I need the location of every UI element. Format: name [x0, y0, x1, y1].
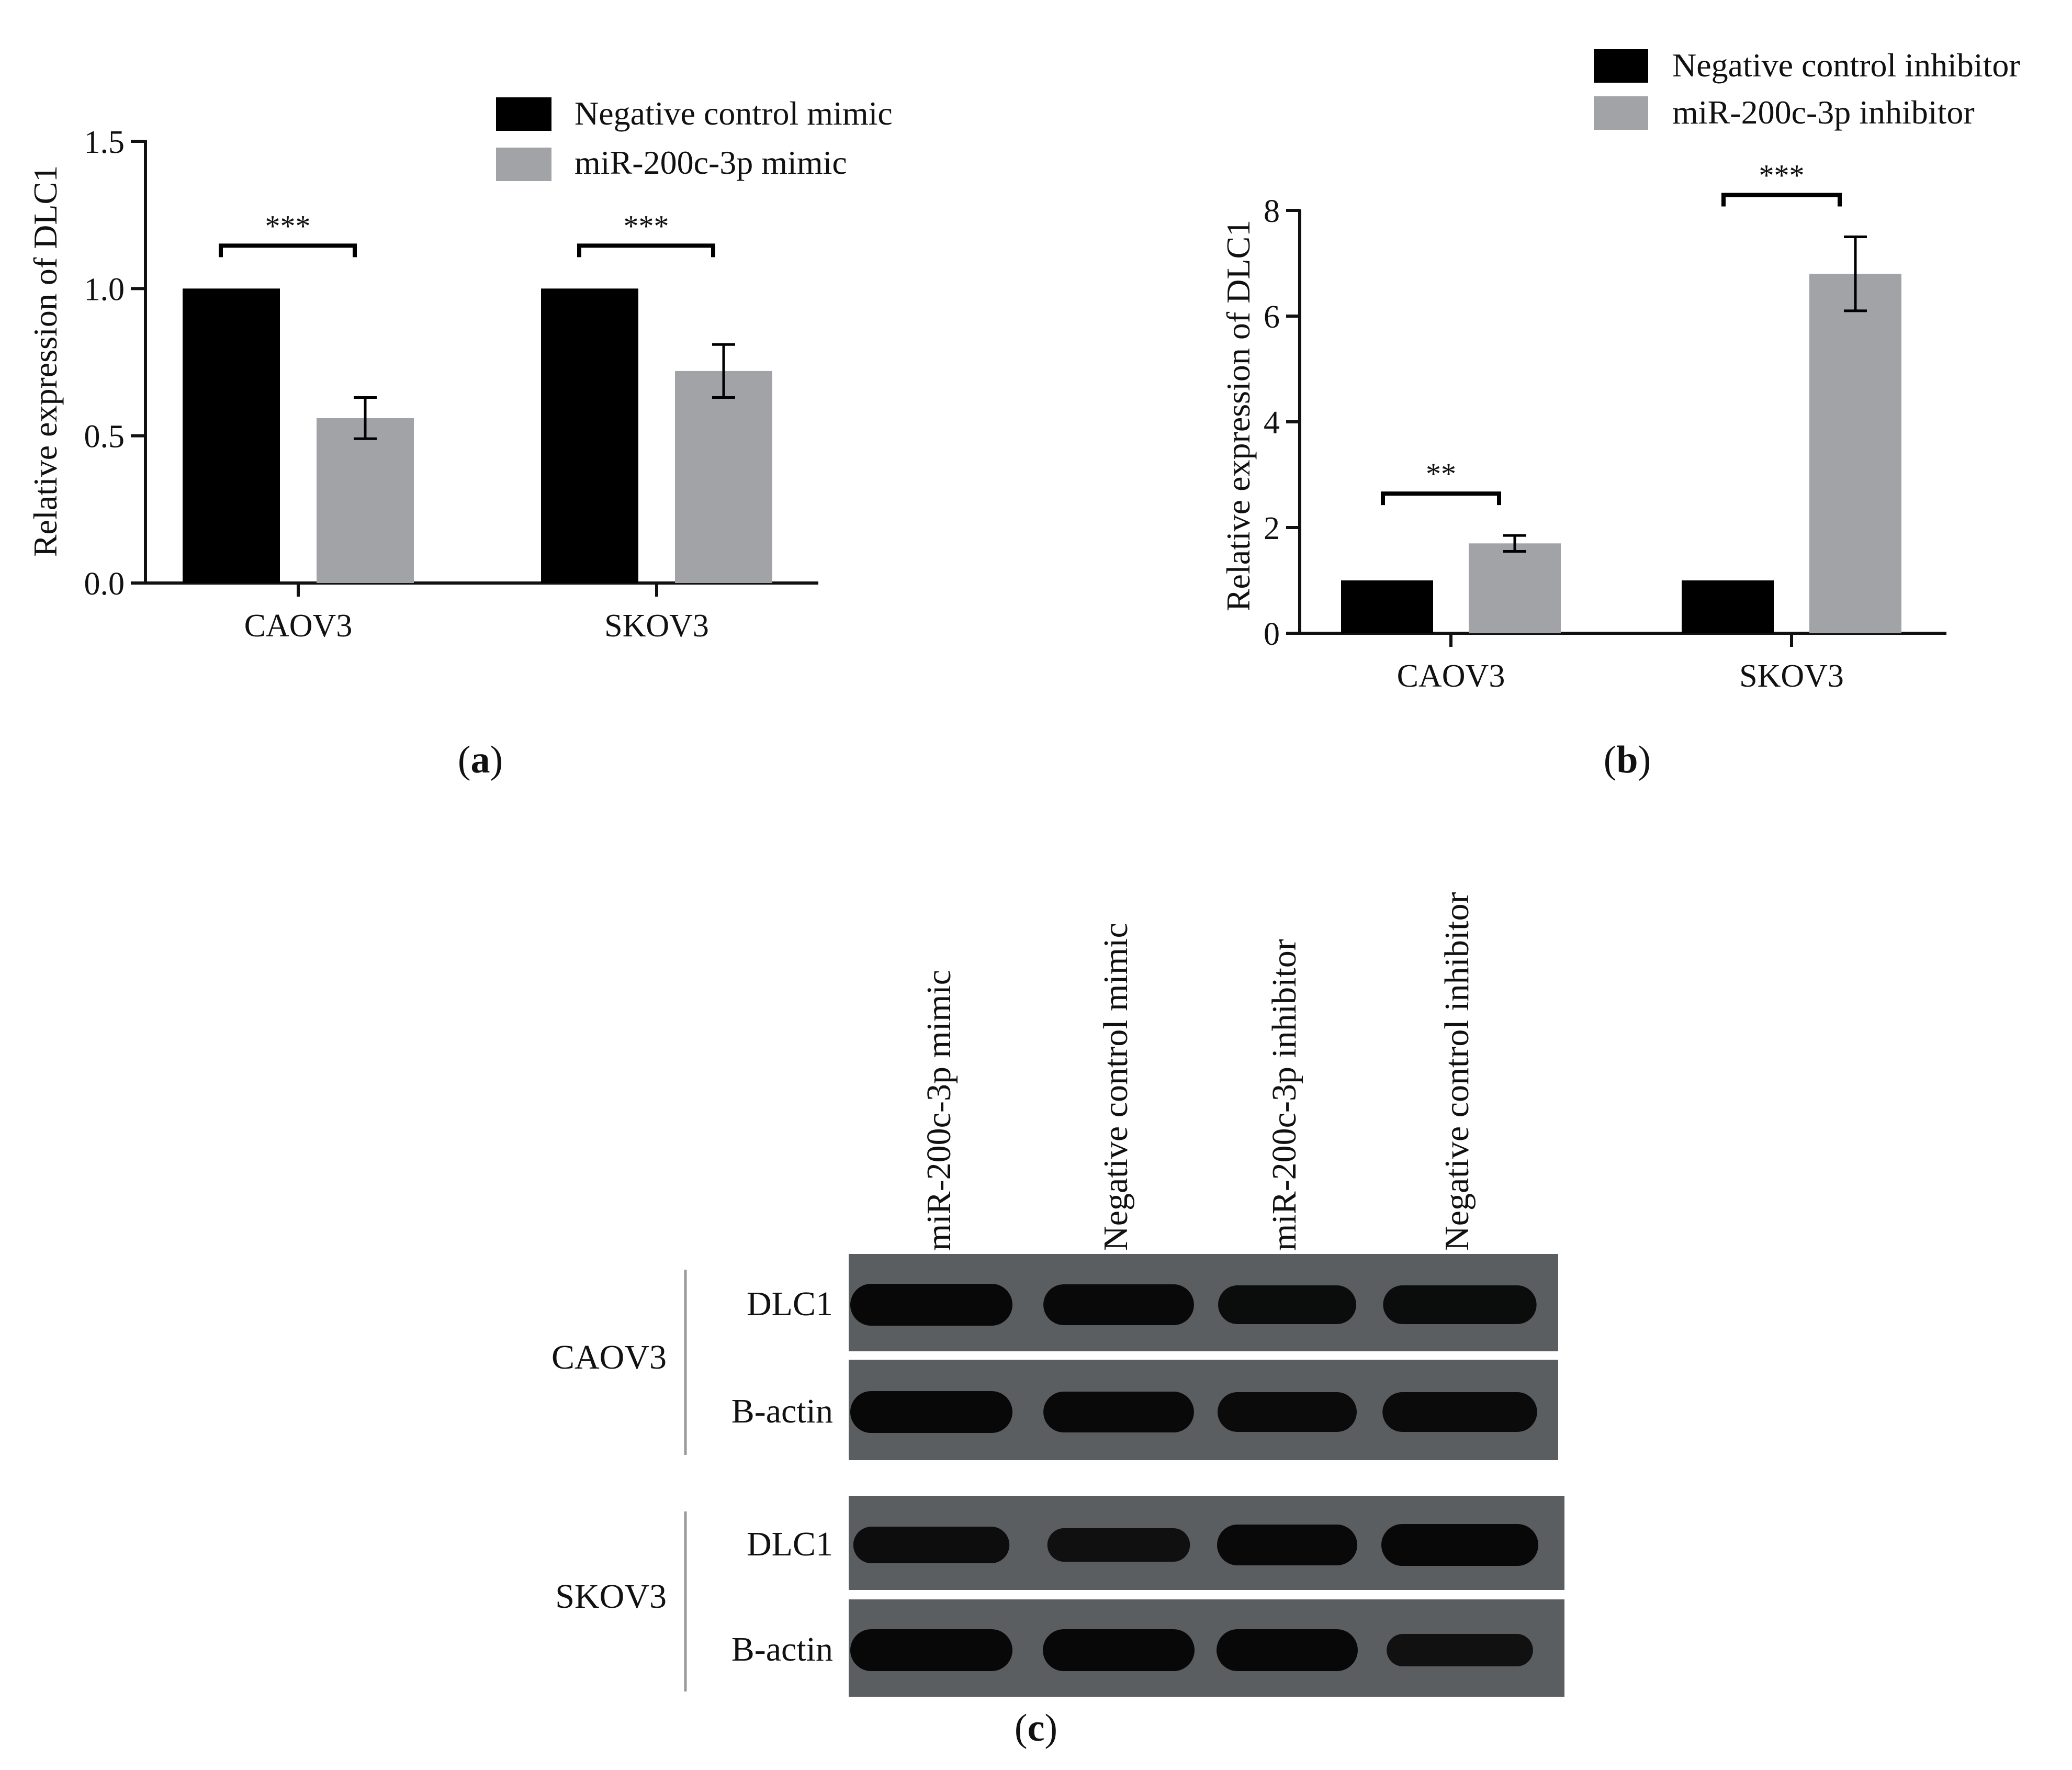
bar-negative-control-mimic-skov3 [541, 288, 638, 583]
y-tick-label: 1.0 [84, 272, 125, 307]
bar-negative-control-inhibitor-caov3 [1341, 580, 1433, 633]
chart-b-marks: ***** [1341, 159, 1901, 633]
significance-label-caov3: ** [1426, 457, 1456, 491]
x-tick-label-caov3: CAOV3 [244, 608, 353, 644]
protein-label-b-actin: B-actin [731, 1630, 833, 1668]
blot-lane-labels: miR-200c-3p mimic Negative control mimic m… [920, 892, 1476, 1251]
blot-panels: CAOV3 DLC1 B-actin SKOV3 DLC1 B-actin [551, 1254, 1564, 1697]
protein-label-dlc1: DLC1 [747, 1525, 833, 1563]
chart-a-y-axis-label: Relative expression of DLC1 [27, 165, 64, 557]
band-caov3-b-actin-lane-1 [850, 1391, 1012, 1433]
band-caov3-dlc1-lane-4 [1383, 1285, 1537, 1324]
chart-b-legend: Negative control inhibitor miR-200c-3p i… [1594, 47, 2020, 131]
significance-label-caov3: *** [265, 209, 311, 243]
significance-label-skov3: *** [624, 209, 669, 243]
western-blot: miR-200c-3p mimic Negative control mimic m… [551, 892, 1564, 1697]
bar-mir-200c-3p-mimic-skov3 [675, 371, 772, 583]
y-tick-label: 0 [1264, 617, 1280, 652]
legend-swatch-mir-200c-3p-mimic [496, 148, 551, 181]
significance-bracket-skov3 [577, 243, 715, 257]
y-tick-label: 0.0 [84, 566, 125, 602]
band-skov3-dlc1-lane-1 [853, 1527, 1010, 1563]
legend-label-mir-200c-3p-inhibitor: miR-200c-3p inhibitor [1672, 94, 1975, 131]
y-tick-label: 2 [1264, 511, 1280, 546]
y-tick-label: 4 [1264, 405, 1280, 441]
lane-label-mir-200c-3p-mimic: miR-200c-3p mimic [920, 970, 958, 1251]
chart-a-marks: *** *** [183, 209, 772, 583]
x-tick-label-skov3: SKOV3 [604, 608, 709, 644]
band-caov3-b-actin-lane-2 [1043, 1392, 1194, 1432]
band-caov3-b-actin-lane-4 [1382, 1392, 1537, 1432]
band-skov3-b-actin-lane-2 [1043, 1629, 1195, 1671]
chart-a-axes: 0.0 0.5 1.0 1.5 CAOV3 SKOV3 [84, 125, 818, 644]
blot-group-caov3: CAOV3 DLC1 B-actin [551, 1254, 1558, 1460]
protein-label-dlc1: DLC1 [747, 1285, 833, 1323]
chart-b-axes: 0 2 4 6 8 CAOV3 SKOV3 [1264, 194, 1946, 694]
significance-label-skov3: *** [1759, 159, 1805, 193]
panel-label-c: (c) [1015, 1707, 1057, 1750]
x-tick-label-skov3: SKOV3 [1739, 658, 1844, 694]
band-skov3-b-actin-lane-4 [1387, 1634, 1533, 1666]
bar-mir-200c-3p-inhibitor-skov3 [1809, 274, 1901, 633]
bar-negative-control-inhibitor-skov3 [1682, 580, 1774, 633]
legend-swatch-negative-control-inhibitor [1594, 49, 1648, 83]
lane-label-negative-control-mimic: Negative control mimic [1097, 923, 1135, 1251]
chart-a-legend: Negative control mimic miR-200c-3p mimic [496, 95, 893, 181]
panel-label-b: (b) [1604, 738, 1651, 781]
band-caov3-dlc1-lane-1 [850, 1284, 1012, 1326]
significance-bracket-caov3 [219, 243, 357, 257]
blot-group-skov3: SKOV3 DLC1 B-actin [555, 1496, 1564, 1697]
significance-bracket-caov3 [1381, 491, 1501, 506]
y-tick-label: 1.5 [84, 125, 125, 160]
protein-label-b-actin: B-actin [731, 1392, 833, 1430]
bar-mir-200c-3p-mimic-caov3 [317, 418, 414, 583]
bar-mir-200c-3p-inhibitor-caov3 [1469, 543, 1561, 633]
band-skov3-dlc1-lane-4 [1381, 1524, 1538, 1566]
chart-a-mimic: 0.0 0.5 1.0 1.5 CAOV3 SKOV3 *** *** Relative e… [27, 95, 893, 644]
y-tick-label: 6 [1264, 299, 1280, 335]
chart-b-y-axis-label: Relative expression of DLC1 [1220, 220, 1257, 611]
legend-swatch-negative-control-mimic [496, 97, 551, 131]
bar-negative-control-mimic-caov3 [183, 288, 280, 583]
legend-label-mir-200c-3p-mimic: miR-200c-3p mimic [575, 144, 847, 181]
panel-label-a: (a) [458, 738, 503, 781]
band-skov3-b-actin-lane-3 [1217, 1629, 1358, 1671]
band-skov3-dlc1-lane-3 [1217, 1525, 1357, 1565]
band-skov3-b-actin-lane-1 [850, 1629, 1012, 1671]
band-caov3-b-actin-lane-3 [1218, 1392, 1357, 1432]
legend-swatch-mir-200c-3p-inhibitor [1594, 96, 1648, 130]
x-tick-label-caov3: CAOV3 [1397, 658, 1505, 694]
y-tick-label: 8 [1264, 194, 1280, 229]
legend-label-negative-control-mimic: Negative control mimic [575, 95, 893, 132]
cell-line-label-caov3: CAOV3 [551, 1338, 667, 1376]
lane-label-negative-control-inhibitor: Negative control inhibitor [1438, 892, 1476, 1251]
legend-label-negative-control-inhibitor: Negative control inhibitor [1672, 47, 2020, 84]
band-caov3-dlc1-lane-2 [1043, 1284, 1194, 1325]
band-skov3-dlc1-lane-2 [1047, 1528, 1190, 1562]
band-caov3-dlc1-lane-3 [1218, 1285, 1356, 1324]
significance-bracket-skov3 [1721, 193, 1842, 207]
y-tick-label: 0.5 [84, 419, 125, 455]
cell-line-label-skov3: SKOV3 [555, 1577, 667, 1616]
lane-label-mir-200c-3p-inhibitor: miR-200c-3p inhibitor [1265, 939, 1303, 1251]
